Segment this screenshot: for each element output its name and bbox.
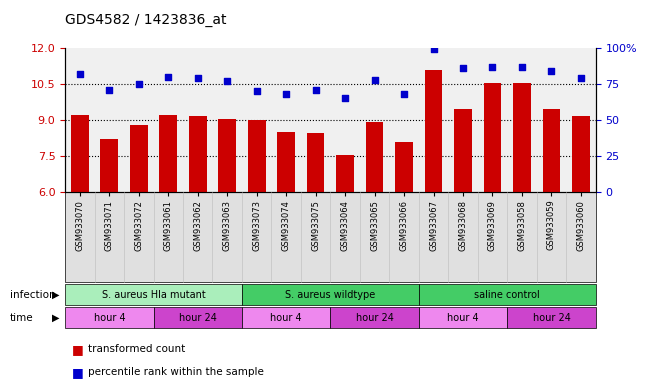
Point xyxy=(311,87,321,93)
Bar xyxy=(424,70,443,192)
Bar xyxy=(159,115,177,192)
Text: GSM933065: GSM933065 xyxy=(370,200,379,250)
Bar xyxy=(277,132,295,192)
Text: GSM933059: GSM933059 xyxy=(547,200,556,250)
Bar xyxy=(248,120,266,192)
Bar xyxy=(130,125,148,192)
Text: GSM933071: GSM933071 xyxy=(105,200,114,250)
Bar xyxy=(100,139,118,192)
Text: S. aureus Hla mutant: S. aureus Hla mutant xyxy=(102,290,206,300)
Point xyxy=(75,71,85,77)
Point xyxy=(546,68,557,74)
Text: GSM933061: GSM933061 xyxy=(164,200,173,250)
Point xyxy=(251,88,262,94)
Bar xyxy=(543,109,561,192)
Text: ▶: ▶ xyxy=(51,290,59,300)
Point xyxy=(281,91,292,97)
Bar xyxy=(454,109,472,192)
Point xyxy=(575,75,586,81)
Point xyxy=(399,91,409,97)
Text: GSM933074: GSM933074 xyxy=(282,200,290,250)
Bar xyxy=(71,115,89,192)
Text: GSM933068: GSM933068 xyxy=(458,200,467,251)
Text: GSM933072: GSM933072 xyxy=(134,200,143,250)
Text: saline control: saline control xyxy=(475,290,540,300)
Point xyxy=(458,65,468,71)
Bar xyxy=(337,155,354,192)
Point xyxy=(428,46,439,53)
Text: hour 4: hour 4 xyxy=(270,313,302,323)
Text: hour 24: hour 24 xyxy=(533,313,570,323)
Bar xyxy=(395,142,413,192)
Text: GSM933069: GSM933069 xyxy=(488,200,497,250)
Text: infection: infection xyxy=(10,290,55,300)
Text: hour 4: hour 4 xyxy=(94,313,125,323)
Text: GSM933064: GSM933064 xyxy=(340,200,350,250)
Bar xyxy=(513,83,531,192)
Text: ▶: ▶ xyxy=(51,313,59,323)
Point xyxy=(517,64,527,70)
Bar xyxy=(307,133,324,192)
Text: GDS4582 / 1423836_at: GDS4582 / 1423836_at xyxy=(65,13,227,27)
Text: transformed count: transformed count xyxy=(88,344,185,354)
Point xyxy=(222,78,232,84)
Text: GSM933067: GSM933067 xyxy=(429,200,438,251)
Text: GSM933070: GSM933070 xyxy=(76,200,85,250)
Text: GSM933058: GSM933058 xyxy=(518,200,527,250)
Point xyxy=(369,77,380,83)
Text: GSM933073: GSM933073 xyxy=(252,200,261,251)
Text: GSM933075: GSM933075 xyxy=(311,200,320,250)
Text: hour 4: hour 4 xyxy=(447,313,479,323)
Text: GSM933060: GSM933060 xyxy=(576,200,585,250)
Point xyxy=(104,87,115,93)
Text: percentile rank within the sample: percentile rank within the sample xyxy=(88,367,264,377)
Point xyxy=(133,81,144,87)
Bar xyxy=(218,119,236,192)
Point xyxy=(340,95,350,101)
Text: GSM933063: GSM933063 xyxy=(223,200,232,251)
Text: GSM933066: GSM933066 xyxy=(400,200,409,251)
Text: hour 24: hour 24 xyxy=(355,313,394,323)
Bar xyxy=(572,116,590,192)
Point xyxy=(193,75,203,81)
Text: S. aureus wildtype: S. aureus wildtype xyxy=(285,290,376,300)
Text: ■: ■ xyxy=(72,366,87,379)
Text: time: time xyxy=(10,313,33,323)
Point xyxy=(163,74,173,80)
Bar xyxy=(189,116,206,192)
Text: ■: ■ xyxy=(72,343,87,356)
Bar xyxy=(484,83,501,192)
Point xyxy=(488,64,498,70)
Bar xyxy=(366,122,383,192)
Text: GSM933062: GSM933062 xyxy=(193,200,202,250)
Text: hour 24: hour 24 xyxy=(179,313,217,323)
